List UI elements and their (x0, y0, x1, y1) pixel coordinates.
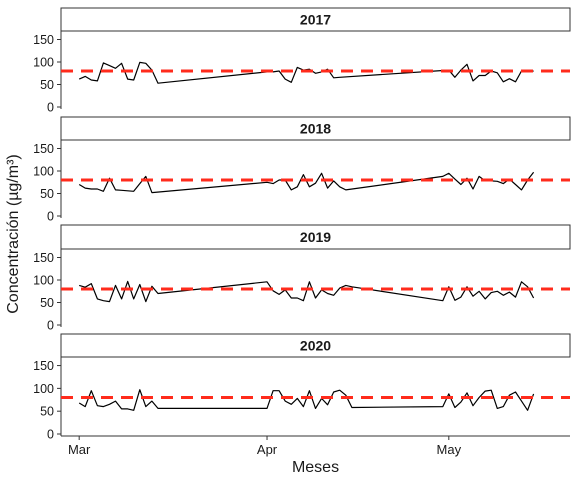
y-tick-label: 0 (47, 210, 54, 224)
series-line (78, 61, 534, 84)
facet-title: 2018 (300, 121, 331, 137)
x-tick-label: Apr (257, 442, 278, 457)
y-tick-label: 50 (40, 405, 54, 419)
y-tick-label: 50 (40, 296, 54, 310)
x-axis-title: Meses (292, 459, 339, 476)
x-tick-label: May (437, 442, 462, 457)
y-tick-label: 100 (33, 274, 54, 288)
facet-title: 2020 (300, 338, 331, 354)
y-tick-label: 150 (33, 251, 54, 265)
y-tick-label: 50 (40, 187, 54, 201)
facet-title: 2019 (300, 229, 331, 245)
series-line (79, 280, 535, 303)
y-tick-label: 100 (33, 165, 54, 179)
y-tick-label: 0 (47, 319, 54, 333)
y-tick-label: 0 (47, 428, 54, 442)
y-axis-title: Concentración (µg/m³) (5, 154, 22, 314)
facet-title: 2017 (300, 12, 331, 28)
y-tick-label: 150 (33, 142, 54, 156)
y-tick-label: 150 (33, 33, 54, 47)
y-tick-label: 100 (33, 382, 54, 396)
series-line (78, 171, 535, 194)
y-tick-label: 50 (40, 78, 54, 92)
y-tick-label: 100 (33, 56, 54, 70)
y-tick-label: 0 (47, 101, 54, 115)
facet-strip (60, 333, 571, 358)
facet-strip (60, 7, 571, 32)
x-tick-label: Mar (68, 442, 91, 457)
facet-strip (60, 116, 571, 141)
series-line (78, 389, 535, 411)
facet-strip (60, 224, 571, 250)
y-tick-label: 150 (33, 359, 54, 373)
